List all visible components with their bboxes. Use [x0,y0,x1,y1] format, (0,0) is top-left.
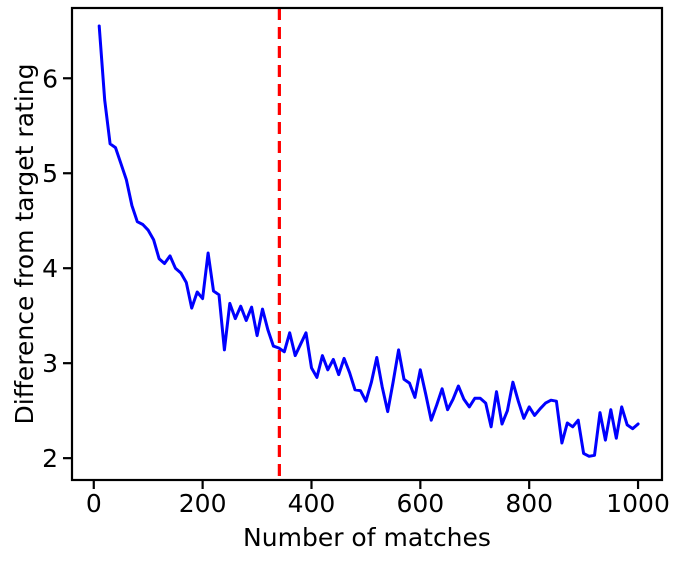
x-tick-label: 400 [288,489,336,518]
x-axis-label: Number of matches [243,523,491,552]
y-tick-label: 5 [42,159,58,188]
x-tick-label: 200 [179,489,227,518]
difference-line [97,24,640,458]
x-tick-label: 0 [86,489,102,518]
x-tick-label: 1000 [606,489,670,518]
y-tick-label: 6 [42,64,58,93]
plot-border [70,6,664,482]
y-tick-label: 4 [42,254,58,283]
tick-layer: 0 200 400 600 800 1000 2 3 4 5 6 [42,64,670,518]
series-layer [97,24,640,458]
y-tick-label: 2 [42,444,58,473]
y-tick-label: 3 [42,349,58,378]
x-tick-label: 800 [505,489,553,518]
x-tick-label: 600 [396,489,444,518]
y-axis-label: Difference from target rating [10,64,39,425]
